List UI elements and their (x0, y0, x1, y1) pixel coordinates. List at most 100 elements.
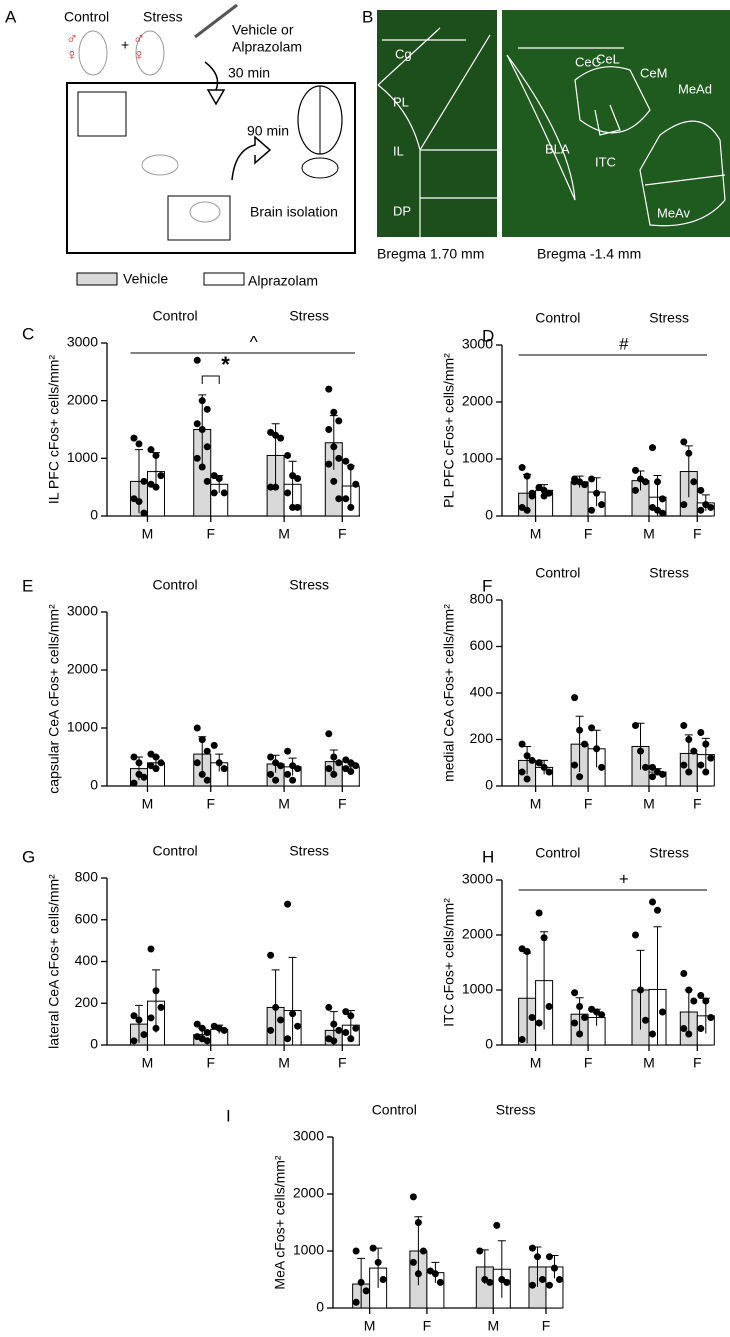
data-point (140, 477, 148, 485)
y-tick-label: 200 (470, 730, 494, 746)
data-point (642, 763, 649, 771)
y-tick-label: 1000 (67, 719, 98, 735)
data-point (203, 443, 211, 451)
data-point (362, 1287, 370, 1295)
sex-symbol: ♂ (66, 31, 78, 48)
error-bar (540, 931, 549, 1030)
y-tick-label: 1000 (462, 450, 493, 466)
data-point (294, 1022, 302, 1030)
y-tick-label: 2000 (462, 393, 493, 409)
data-point (659, 509, 666, 517)
data-point (130, 1037, 138, 1045)
data-point (203, 1028, 211, 1036)
data-point (581, 740, 589, 748)
y-tick-label: 3000 (462, 336, 493, 352)
x-tick-label: F (206, 796, 215, 812)
panel-letter: G (22, 847, 35, 866)
group-label: Control (535, 845, 580, 861)
significance-bracket (201, 375, 220, 384)
y-axis-label: IL PFC cFos+ cells/mm² (46, 355, 62, 505)
data-point (654, 906, 661, 914)
data-point (325, 385, 333, 393)
data-point (528, 1244, 536, 1252)
data-point (486, 1278, 494, 1286)
data-point (152, 987, 160, 995)
data-point (555, 1276, 563, 1283)
data-point (152, 483, 160, 491)
group-label: Control (153, 308, 198, 324)
x-tick-label: M (530, 1055, 542, 1071)
label: Alprazolam (232, 39, 302, 55)
data-point (581, 1014, 589, 1021)
data-point (649, 898, 656, 906)
data-point (571, 761, 579, 769)
x-tick-label: M (364, 1318, 376, 1334)
data-point (642, 478, 649, 486)
data-point (588, 506, 596, 514)
data-point (528, 1014, 536, 1021)
data-point (198, 397, 206, 405)
data-point (571, 1019, 579, 1027)
x-tick-label: F (338, 796, 347, 812)
region-outlines (377, 27, 726, 237)
significance-mark: # (619, 334, 629, 353)
data-point (147, 945, 155, 953)
data-point (289, 1010, 297, 1018)
x-tick-label: F (584, 526, 593, 542)
x-tick-label: M (278, 526, 290, 542)
arena-box (66, 82, 356, 254)
data-point (649, 763, 656, 771)
data-point (335, 759, 343, 767)
label: Stress (143, 9, 183, 25)
region-label: IL (393, 143, 404, 158)
error-bar (497, 1240, 506, 1298)
data-point (203, 477, 211, 485)
data-point (518, 464, 526, 472)
data-point (352, 1298, 360, 1306)
data-point (267, 753, 275, 761)
data-point (545, 1281, 553, 1289)
data-point (347, 503, 355, 511)
data-point (697, 1025, 705, 1032)
data-point (538, 1276, 546, 1283)
data-point (690, 478, 698, 486)
group-label: Control (153, 843, 198, 859)
group-label: Stress (289, 577, 329, 593)
data-point (342, 1028, 350, 1036)
data-point (135, 1016, 143, 1024)
y-tick-label: 2000 (462, 926, 493, 942)
data-point (680, 970, 688, 977)
label: Control (64, 9, 109, 25)
data-point (503, 1278, 511, 1286)
data-point (535, 484, 543, 491)
data-point (347, 1012, 355, 1020)
data-point (330, 443, 338, 451)
arrow (231, 135, 272, 181)
data-point (130, 434, 138, 442)
panel-letter: E (22, 576, 33, 595)
data-point (284, 1035, 292, 1043)
x-tick-label: M (643, 796, 655, 812)
y-tick-label: 1000 (67, 449, 98, 465)
data-point (147, 1014, 155, 1022)
data-point (198, 426, 206, 433)
region-label: DP (393, 203, 411, 218)
data-point (284, 451, 292, 459)
data-point (523, 752, 531, 760)
group-label: Stress (289, 843, 329, 859)
data-point (325, 1003, 333, 1011)
y-tick-label: 1000 (293, 1242, 324, 1258)
region-label: BLA (545, 141, 570, 156)
data-point (550, 1264, 558, 1272)
x-tick-label: M (142, 796, 154, 812)
y-tick-label: 600 (75, 910, 99, 926)
y-axis-label: capsular CeA cFos+ cells/mm² (46, 604, 62, 794)
data-point (193, 420, 201, 428)
legend-swatch (203, 272, 245, 286)
data-point (352, 1247, 360, 1255)
x-tick-label: M (278, 1055, 290, 1071)
data-point (294, 475, 302, 483)
data-point (632, 931, 639, 939)
y-tick-label: 0 (485, 1036, 493, 1052)
group-label: Control (535, 310, 580, 326)
